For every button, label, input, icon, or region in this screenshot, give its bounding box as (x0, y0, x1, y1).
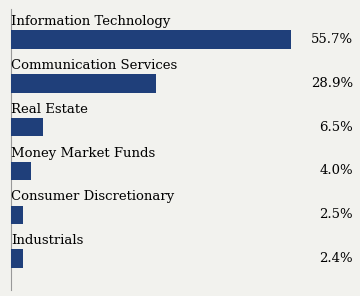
Bar (11, 162, 31, 180)
Text: 2.4%: 2.4% (319, 252, 353, 265)
Text: 6.5%: 6.5% (319, 121, 353, 133)
Text: 2.5%: 2.5% (319, 208, 353, 221)
Text: Information Technology: Information Technology (11, 15, 170, 28)
Text: 4.0%: 4.0% (319, 165, 353, 177)
Bar (11, 118, 44, 136)
Bar (11, 249, 23, 268)
Bar (11, 30, 291, 49)
Text: 28.9%: 28.9% (311, 77, 353, 90)
Text: Consumer Discretionary: Consumer Discretionary (11, 190, 174, 203)
Bar (11, 74, 156, 93)
Text: Money Market Funds: Money Market Funds (11, 147, 155, 160)
Bar (11, 205, 23, 224)
Text: Real Estate: Real Estate (11, 103, 88, 116)
Text: Industrials: Industrials (11, 234, 83, 247)
Text: Communication Services: Communication Services (11, 59, 177, 72)
Text: 55.7%: 55.7% (311, 33, 353, 46)
